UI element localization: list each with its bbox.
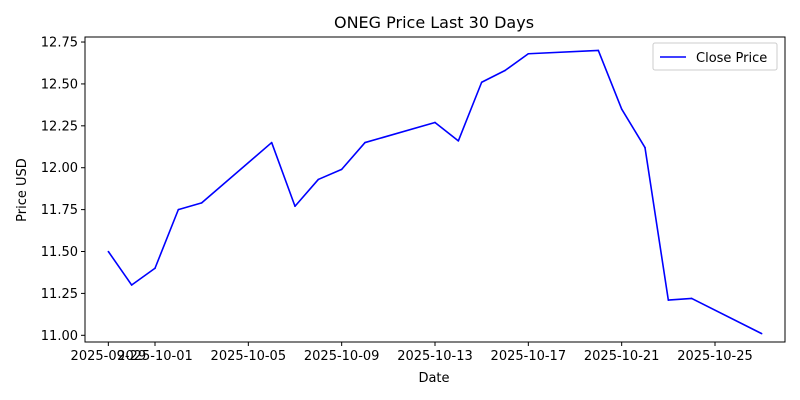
chart-title: ONEG Price Last 30 Days: [334, 13, 534, 32]
data-point: [690, 297, 693, 300]
x-tick-label: 2025-10-25: [677, 349, 753, 364]
data-point: [177, 208, 180, 211]
data-point: [294, 205, 296, 208]
data-point: [130, 284, 133, 286]
x-tick-label: 2025-09-29: [71, 349, 147, 364]
y-tick-label: 11.00: [41, 329, 78, 344]
data-point: [480, 81, 483, 84]
data-point: [597, 49, 600, 52]
x-tick-label: 2025-10-13: [397, 349, 473, 364]
y-tick-label: 12.25: [41, 119, 78, 134]
x-axis-title: Date: [418, 371, 449, 386]
data-point: [527, 52, 530, 55]
data-point: [107, 250, 110, 253]
legend-box: [652, 42, 778, 71]
data-point: [644, 146, 646, 149]
y-tick-label: 12.00: [41, 161, 78, 176]
y-tick-label: 12.75: [41, 36, 78, 51]
x-tick-label: 2025-10-21: [584, 349, 660, 364]
data-point: [200, 202, 203, 204]
data-point: [364, 141, 366, 144]
x-tick-label: 2025-10-17: [491, 349, 567, 364]
data-point: [620, 108, 623, 110]
data-point: [667, 299, 670, 301]
x-tick-label: 2025-10-01: [117, 349, 193, 364]
data-point: [504, 69, 506, 72]
y-tick-label: 11.75: [41, 203, 78, 218]
legend-label: Close Price: [696, 51, 767, 66]
y-tick-label: 11.25: [41, 287, 78, 302]
data-point: [434, 121, 436, 124]
y-tick-label: 12.50: [41, 77, 78, 92]
data-point: [154, 267, 156, 270]
y-axis-title: Price USD: [15, 158, 30, 222]
x-tick-label: 2025-10-05: [211, 349, 287, 364]
data-point: [317, 178, 320, 181]
y-tick-label: 11.50: [41, 245, 78, 260]
data-point: [760, 332, 763, 335]
x-tick-label: 2025-10-09: [304, 349, 380, 364]
legend: Close Price: [652, 42, 778, 71]
data-point: [457, 140, 460, 142]
y-axis: 11.00 11.25 11.50 11.75 12.00 12.25 12.50 12.75: [41, 36, 85, 344]
data-point: [340, 168, 343, 171]
data-point: [270, 141, 273, 144]
